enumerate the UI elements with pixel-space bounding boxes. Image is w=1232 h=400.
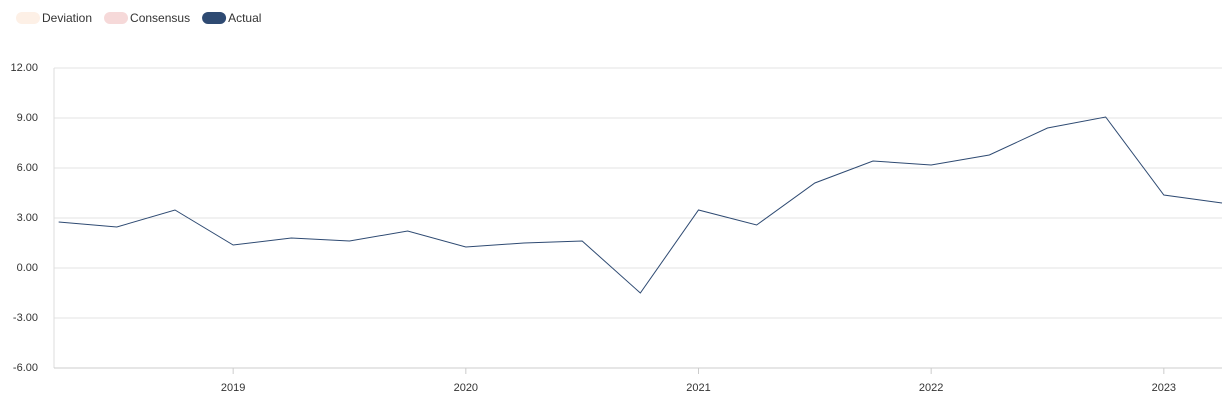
y-tick-label: 3.00: [17, 212, 38, 224]
x-tick-label: 2020: [454, 382, 478, 394]
y-tick-label: -6.00: [13, 362, 38, 374]
legend-swatch[interactable]: [104, 12, 129, 24]
legend-label[interactable]: Actual: [228, 11, 261, 25]
legend-swatch[interactable]: [16, 12, 40, 24]
x-tick-label: 2021: [686, 382, 710, 394]
series-line: [58, 116, 1223, 294]
legend-label[interactable]: Consensus: [130, 11, 190, 25]
x-tick-label: 2023: [1152, 382, 1176, 394]
y-tick-label: -3.00: [13, 312, 38, 324]
legend-swatch[interactable]: [202, 12, 227, 24]
x-tick-label: 2019: [221, 382, 245, 394]
legend-label[interactable]: Deviation: [42, 11, 92, 25]
y-tick-label: 12.00: [10, 62, 38, 74]
x-tick-label: 2022: [919, 382, 943, 394]
y-tick-label: 9.00: [17, 112, 38, 124]
y-tick-label: 0.00: [17, 262, 38, 274]
y-tick-label: 6.00: [17, 162, 38, 174]
